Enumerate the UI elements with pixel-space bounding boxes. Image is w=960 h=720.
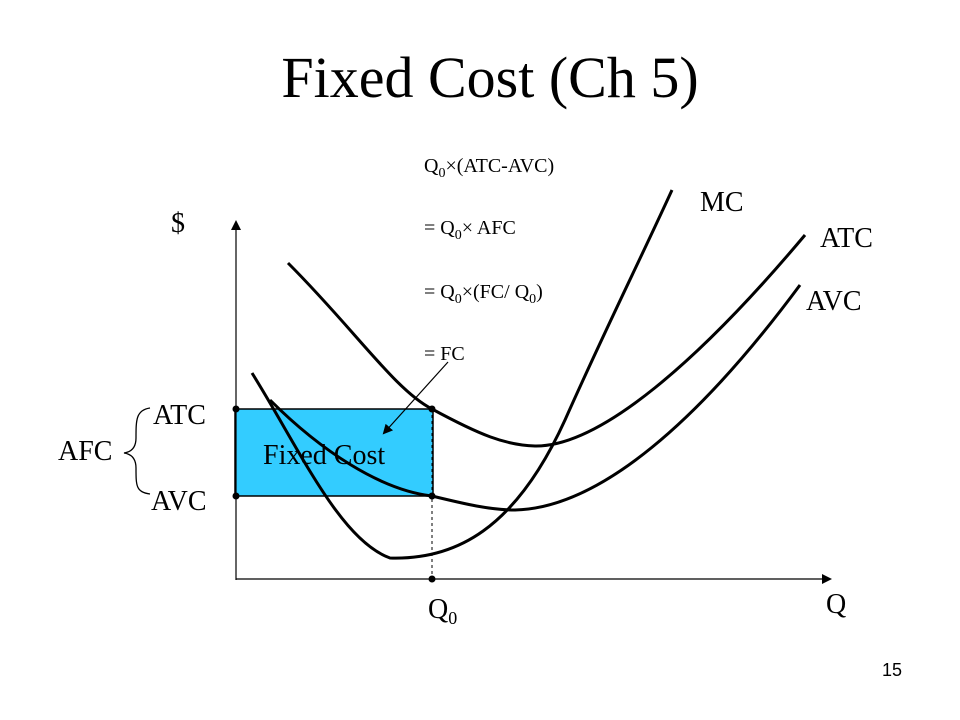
fixed-cost-label: Fixed Cost (263, 440, 385, 471)
avc-q0-dot (428, 492, 436, 500)
eq3-sub2: 0 (529, 292, 536, 307)
atc-curve (286, 234, 807, 448)
eq2-prefix: = (424, 217, 440, 239)
eq3-q: Q (440, 281, 455, 303)
q0-label: Q0 (428, 594, 457, 628)
q0-main: Q (428, 594, 448, 625)
page-number: 15 (881, 660, 902, 680)
y-axis-label: $ (171, 208, 185, 239)
afc-label: AFC (58, 436, 112, 467)
eq1-rest: (ATC-AVC) (457, 155, 554, 177)
atc-y-axis-dot (232, 405, 240, 413)
x-axis-label: Q (826, 589, 846, 620)
equation-line-3: = Q0×(FC/ Q0) (424, 281, 543, 307)
eq3-times: × (462, 281, 473, 303)
annotation-arrow (382, 361, 449, 435)
eq2-times: × (462, 217, 473, 239)
q0-axis-dot (428, 575, 436, 583)
eq1-q: Q (424, 155, 439, 177)
equation-line-1: Q0×(ATC-AVC) (424, 155, 554, 181)
eq2-q: Q (440, 217, 455, 239)
eq3-q2: Q (515, 281, 530, 303)
avc-curve (268, 284, 802, 512)
eq2-sub: 0 (455, 228, 462, 243)
slide-title: Fixed Cost (Ch 5) (281, 45, 699, 110)
eq3-sub: 0 (455, 292, 462, 307)
eq3-open: (FC/ (473, 281, 515, 303)
mc-curve (250, 189, 674, 560)
equation-line-2: = Q0× AFC (424, 217, 516, 243)
avc-y-axis-dot (232, 492, 240, 500)
mc-label: MC (700, 187, 744, 218)
atc-axis-label: ATC (153, 400, 206, 431)
eq1-sub: 0 (438, 166, 445, 181)
eq3-close: ) (536, 281, 543, 303)
eq2-rest: AFC (473, 217, 516, 239)
eq3-prefix: = (424, 281, 440, 303)
atc-curve-label: ATC (820, 223, 873, 254)
afc-brace (123, 407, 151, 495)
avc-curve-label: AVC (806, 286, 862, 317)
eq1-times: × (445, 155, 456, 177)
atc-q0-dot (428, 405, 436, 413)
equation-line-4: = FC (424, 343, 465, 365)
q0-sub: 0 (448, 608, 457, 628)
avc-axis-label: AVC (151, 486, 207, 517)
